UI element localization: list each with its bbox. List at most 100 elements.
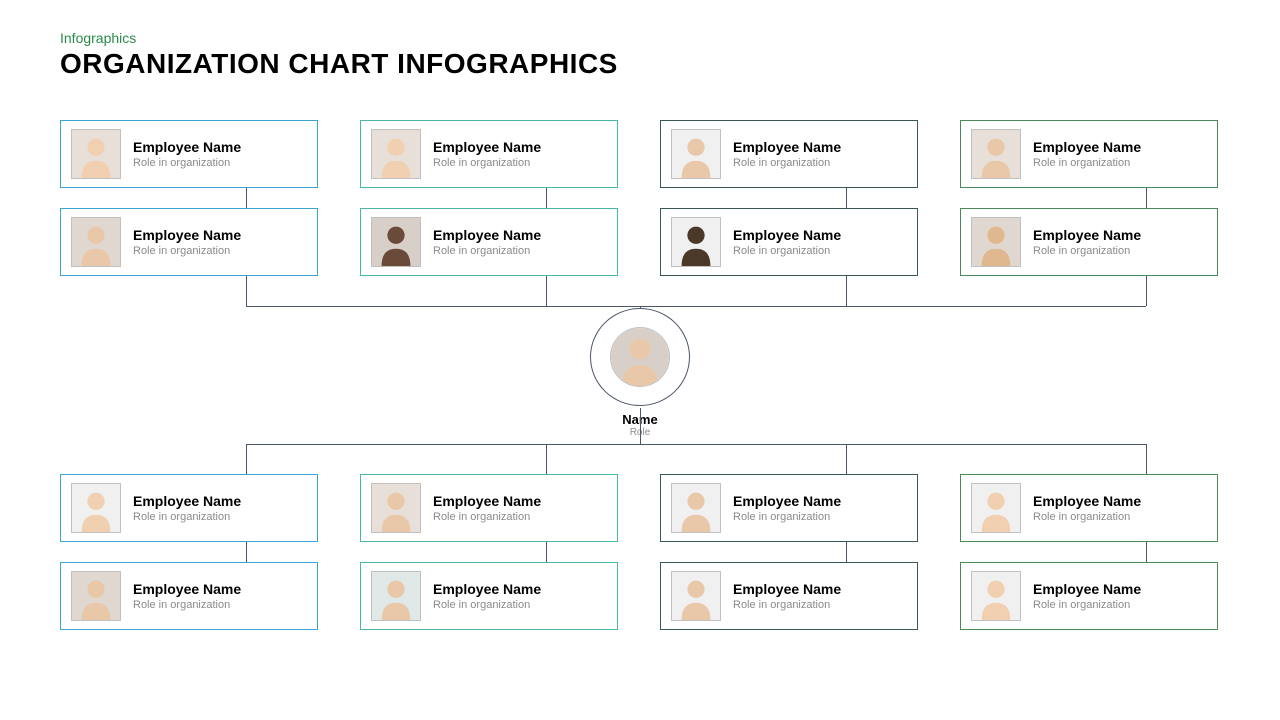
employee-avatar bbox=[371, 571, 421, 621]
employee-card: Employee Name Role in organization bbox=[660, 208, 918, 276]
connector-line bbox=[640, 408, 641, 444]
employee-text: Employee Name Role in organization bbox=[1033, 493, 1141, 523]
employee-avatar bbox=[671, 217, 721, 267]
employee-name: Employee Name bbox=[433, 581, 541, 597]
employee-avatar bbox=[971, 483, 1021, 533]
connector-line bbox=[246, 444, 247, 474]
employee-text: Employee Name Role in organization bbox=[133, 139, 241, 169]
employee-name: Employee Name bbox=[433, 227, 541, 243]
employee-role: Role in organization bbox=[1033, 245, 1141, 257]
employee-text: Employee Name Role in organization bbox=[733, 227, 841, 257]
employee-role: Role in organization bbox=[733, 599, 841, 611]
connector-line bbox=[546, 542, 547, 562]
employee-text: Employee Name Role in organization bbox=[1033, 227, 1141, 257]
connector-line bbox=[246, 444, 1146, 445]
connector-line bbox=[846, 276, 847, 306]
employee-role: Role in organization bbox=[433, 157, 541, 169]
employee-name: Employee Name bbox=[133, 227, 241, 243]
person-icon bbox=[672, 484, 720, 532]
connector-line bbox=[246, 276, 247, 306]
employee-name: Employee Name bbox=[1033, 139, 1141, 155]
employee-avatar bbox=[671, 129, 721, 179]
employee-card: Employee Name Role in organization bbox=[360, 120, 618, 188]
person-icon bbox=[72, 218, 120, 266]
employee-card: Employee Name Role in organization bbox=[360, 208, 618, 276]
connector-line bbox=[846, 188, 847, 208]
employee-card: Employee Name Role in organization bbox=[660, 120, 918, 188]
employee-text: Employee Name Role in organization bbox=[133, 581, 241, 611]
person-icon bbox=[972, 130, 1020, 178]
employee-role: Role in organization bbox=[433, 599, 541, 611]
employee-role: Role in organization bbox=[433, 245, 541, 257]
employee-role: Role in organization bbox=[733, 157, 841, 169]
employee-name: Employee Name bbox=[433, 493, 541, 509]
employee-text: Employee Name Role in organization bbox=[133, 493, 241, 523]
center-circle bbox=[590, 308, 690, 406]
person-icon bbox=[372, 218, 420, 266]
employee-avatar bbox=[371, 217, 421, 267]
person-icon bbox=[372, 484, 420, 532]
connector-line bbox=[846, 444, 847, 474]
person-icon bbox=[372, 572, 420, 620]
employee-text: Employee Name Role in organization bbox=[1033, 139, 1141, 169]
employee-card: Employee Name Role in organization bbox=[360, 474, 618, 542]
employee-name: Employee Name bbox=[733, 581, 841, 597]
employee-card: Employee Name Role in organization bbox=[960, 120, 1218, 188]
employee-card: Employee Name Role in organization bbox=[60, 208, 318, 276]
employee-text: Employee Name Role in organization bbox=[433, 581, 541, 611]
person-icon bbox=[372, 130, 420, 178]
employee-name: Employee Name bbox=[433, 139, 541, 155]
employee-name: Employee Name bbox=[733, 227, 841, 243]
connector-line bbox=[1146, 188, 1147, 208]
connector-line bbox=[546, 276, 547, 306]
employee-text: Employee Name Role in organization bbox=[733, 493, 841, 523]
employee-card: Employee Name Role in organization bbox=[660, 474, 918, 542]
employee-name: Employee Name bbox=[733, 139, 841, 155]
employee-role: Role in organization bbox=[733, 511, 841, 523]
org-chart: Employee Name Role in organization Emplo… bbox=[60, 120, 1220, 680]
employee-name: Employee Name bbox=[1033, 493, 1141, 509]
employee-role: Role in organization bbox=[1033, 157, 1141, 169]
person-icon bbox=[672, 218, 720, 266]
connector-line bbox=[246, 542, 247, 562]
employee-role: Role in organization bbox=[133, 157, 241, 169]
connector-line bbox=[246, 306, 1146, 307]
employee-card: Employee Name Role in organization bbox=[60, 562, 318, 630]
employee-role: Role in organization bbox=[133, 245, 241, 257]
person-icon bbox=[972, 572, 1020, 620]
connector-line bbox=[1146, 542, 1147, 562]
person-icon bbox=[72, 572, 120, 620]
employee-role: Role in organization bbox=[733, 245, 841, 257]
employee-avatar bbox=[371, 483, 421, 533]
employee-role: Role in organization bbox=[133, 511, 241, 523]
employee-avatar bbox=[971, 129, 1021, 179]
employee-avatar bbox=[671, 571, 721, 621]
employee-text: Employee Name Role in organization bbox=[1033, 581, 1141, 611]
employee-text: Employee Name Role in organization bbox=[433, 139, 541, 169]
center-avatar bbox=[610, 327, 670, 387]
employee-name: Employee Name bbox=[1033, 581, 1141, 597]
employee-role: Role in organization bbox=[1033, 511, 1141, 523]
employee-avatar bbox=[971, 571, 1021, 621]
employee-avatar bbox=[971, 217, 1021, 267]
employee-card: Employee Name Role in organization bbox=[60, 474, 318, 542]
employee-card: Employee Name Role in organization bbox=[960, 474, 1218, 542]
employee-name: Employee Name bbox=[133, 493, 241, 509]
person-icon bbox=[672, 572, 720, 620]
person-icon bbox=[72, 130, 120, 178]
employee-name: Employee Name bbox=[1033, 227, 1141, 243]
employee-avatar bbox=[71, 483, 121, 533]
subtitle: Infographics bbox=[60, 30, 618, 46]
connector-line bbox=[246, 188, 247, 208]
person-icon bbox=[611, 328, 669, 386]
employee-card: Employee Name Role in organization bbox=[660, 562, 918, 630]
employee-role: Role in organization bbox=[1033, 599, 1141, 611]
employee-name: Employee Name bbox=[133, 581, 241, 597]
connector-line bbox=[546, 188, 547, 208]
employee-card: Employee Name Role in organization bbox=[960, 562, 1218, 630]
employee-avatar bbox=[71, 217, 121, 267]
person-icon bbox=[972, 484, 1020, 532]
employee-role: Role in organization bbox=[133, 599, 241, 611]
employee-avatar bbox=[671, 483, 721, 533]
employee-role: Role in organization bbox=[433, 511, 541, 523]
